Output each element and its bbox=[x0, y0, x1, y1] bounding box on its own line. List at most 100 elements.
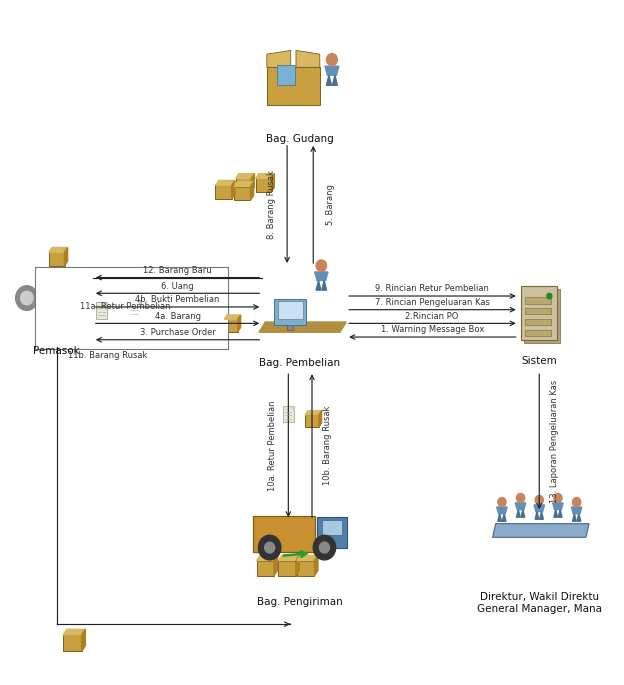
Polygon shape bbox=[69, 295, 72, 303]
Text: 11b. Barang Rusak: 11b. Barang Rusak bbox=[68, 351, 147, 360]
Circle shape bbox=[265, 542, 275, 553]
FancyBboxPatch shape bbox=[253, 516, 315, 551]
Polygon shape bbox=[297, 556, 318, 560]
Polygon shape bbox=[238, 315, 241, 332]
Circle shape bbox=[319, 542, 329, 553]
Polygon shape bbox=[319, 410, 321, 427]
Polygon shape bbox=[256, 556, 278, 560]
FancyBboxPatch shape bbox=[524, 289, 560, 342]
Polygon shape bbox=[521, 510, 525, 517]
Polygon shape bbox=[215, 180, 235, 185]
Text: 5. Barang: 5. Barang bbox=[326, 184, 334, 225]
Polygon shape bbox=[322, 280, 326, 290]
Circle shape bbox=[316, 260, 326, 271]
Circle shape bbox=[63, 276, 72, 286]
Polygon shape bbox=[51, 298, 56, 307]
FancyBboxPatch shape bbox=[96, 302, 107, 319]
Polygon shape bbox=[517, 510, 520, 517]
Polygon shape bbox=[49, 247, 67, 252]
Polygon shape bbox=[572, 514, 576, 521]
Polygon shape bbox=[572, 507, 582, 514]
Polygon shape bbox=[236, 174, 255, 178]
Polygon shape bbox=[316, 280, 321, 290]
Circle shape bbox=[326, 53, 338, 66]
Text: 10b. Barang Rusak: 10b. Barang Rusak bbox=[323, 406, 332, 486]
FancyBboxPatch shape bbox=[278, 560, 296, 575]
Polygon shape bbox=[333, 75, 338, 86]
Circle shape bbox=[572, 497, 581, 507]
Polygon shape bbox=[274, 556, 278, 575]
Text: Direktur, Wakil Direktu
General Manager, Mana: Direktur, Wakil Direktu General Manager,… bbox=[477, 592, 602, 614]
Polygon shape bbox=[325, 66, 339, 75]
Polygon shape bbox=[137, 300, 141, 305]
Polygon shape bbox=[577, 514, 581, 521]
FancyBboxPatch shape bbox=[525, 329, 551, 336]
Polygon shape bbox=[63, 630, 85, 635]
Polygon shape bbox=[553, 503, 563, 510]
Polygon shape bbox=[502, 514, 506, 521]
FancyBboxPatch shape bbox=[317, 517, 347, 548]
FancyBboxPatch shape bbox=[287, 325, 293, 330]
Text: 2.Rincian PO: 2.Rincian PO bbox=[406, 312, 459, 321]
Circle shape bbox=[554, 493, 562, 503]
Text: 12. Barang Baru: 12. Barang Baru bbox=[143, 266, 212, 275]
Polygon shape bbox=[296, 51, 319, 67]
Text: 13. Laporan Pengeluaran Kas: 13. Laporan Pengeluaran Kas bbox=[550, 380, 560, 503]
Circle shape bbox=[258, 535, 281, 560]
Polygon shape bbox=[63, 295, 67, 303]
FancyBboxPatch shape bbox=[283, 406, 294, 423]
Polygon shape bbox=[251, 174, 255, 192]
Polygon shape bbox=[256, 174, 275, 178]
Polygon shape bbox=[46, 298, 50, 307]
FancyBboxPatch shape bbox=[525, 319, 551, 325]
Text: 6. Uang: 6. Uang bbox=[161, 282, 194, 290]
Circle shape bbox=[498, 497, 506, 507]
Text: Sistem: Sistem bbox=[522, 356, 557, 366]
Text: 4b. Bukti Pembelian: 4b. Bukti Pembelian bbox=[135, 295, 220, 304]
Polygon shape bbox=[326, 75, 331, 86]
Text: 7. Rincian Pengeluaran Kas: 7. Rincian Pengeluaran Kas bbox=[375, 298, 490, 307]
Text: 1. Warning Message Box: 1. Warning Message Box bbox=[381, 325, 484, 334]
Text: 9. Rincian Retur Pembelian: 9. Rincian Retur Pembelian bbox=[375, 284, 489, 293]
Text: 4a. Barang: 4a. Barang bbox=[155, 312, 200, 321]
FancyBboxPatch shape bbox=[274, 299, 306, 325]
Circle shape bbox=[16, 286, 38, 310]
FancyBboxPatch shape bbox=[234, 186, 250, 200]
Circle shape bbox=[313, 535, 336, 560]
Polygon shape bbox=[259, 322, 346, 332]
FancyBboxPatch shape bbox=[129, 287, 147, 299]
Text: 11a. Retur Pembelian: 11a. Retur Pembelian bbox=[80, 302, 170, 311]
FancyBboxPatch shape bbox=[224, 319, 238, 332]
Polygon shape bbox=[71, 307, 75, 331]
Text: Pemasok: Pemasok bbox=[33, 346, 80, 356]
Polygon shape bbox=[558, 510, 562, 517]
Polygon shape bbox=[554, 510, 558, 517]
Polygon shape bbox=[250, 182, 253, 200]
FancyBboxPatch shape bbox=[129, 300, 141, 318]
FancyBboxPatch shape bbox=[322, 519, 342, 534]
Polygon shape bbox=[82, 630, 85, 651]
Polygon shape bbox=[515, 503, 526, 510]
FancyBboxPatch shape bbox=[256, 178, 271, 192]
FancyBboxPatch shape bbox=[35, 267, 228, 349]
Circle shape bbox=[517, 493, 525, 503]
FancyBboxPatch shape bbox=[525, 308, 551, 314]
FancyBboxPatch shape bbox=[49, 313, 71, 331]
FancyBboxPatch shape bbox=[305, 415, 319, 427]
FancyBboxPatch shape bbox=[236, 178, 251, 192]
FancyBboxPatch shape bbox=[63, 635, 82, 651]
FancyBboxPatch shape bbox=[215, 185, 232, 199]
FancyBboxPatch shape bbox=[49, 252, 64, 266]
Polygon shape bbox=[267, 51, 291, 67]
Text: Bag. Gudang: Bag. Gudang bbox=[266, 134, 333, 144]
Polygon shape bbox=[534, 505, 545, 512]
Polygon shape bbox=[492, 523, 589, 537]
Text: 10a. Retur Pembelian: 10a. Retur Pembelian bbox=[268, 401, 277, 491]
FancyBboxPatch shape bbox=[297, 560, 314, 575]
Polygon shape bbox=[271, 174, 275, 192]
FancyBboxPatch shape bbox=[72, 316, 89, 332]
Polygon shape bbox=[314, 556, 318, 575]
Polygon shape bbox=[305, 410, 321, 415]
Text: Bag. Pembelian: Bag. Pembelian bbox=[259, 358, 340, 369]
Text: 8. Barang Rusak: 8. Barang Rusak bbox=[267, 170, 276, 239]
